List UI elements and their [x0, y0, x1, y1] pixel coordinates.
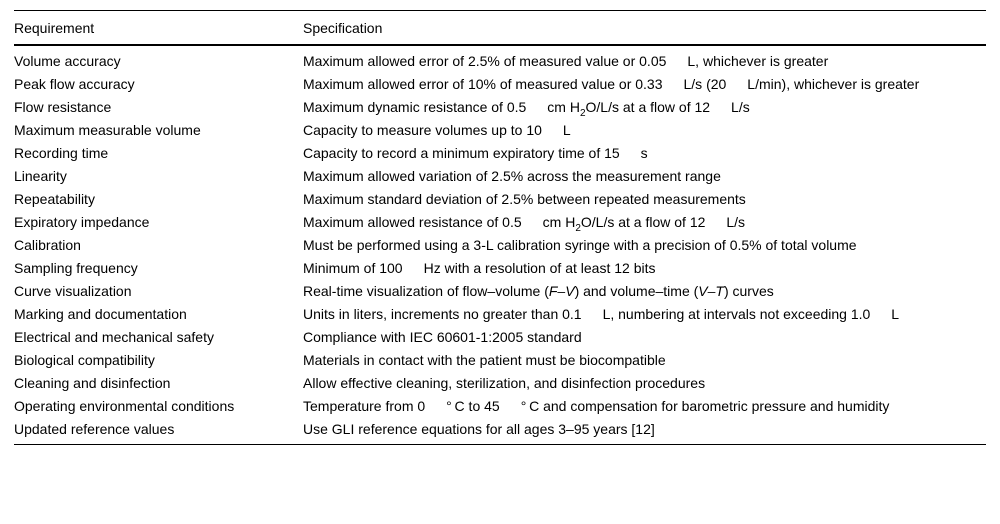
- table-row: Linearity Maximum allowed variation of 2…: [14, 165, 986, 188]
- requirement-cell: Updated reference values: [14, 421, 175, 437]
- table-row: Updated reference values Use GLI referen…: [14, 418, 986, 445]
- requirement-cell: Expiratory impedance: [14, 214, 150, 230]
- requirement-cell: Volume accuracy: [14, 53, 121, 69]
- table-row: Calibration Must be performed using a 3-…: [14, 234, 986, 257]
- column-header-requirement: Requirement: [14, 10, 303, 46]
- requirements-table: Requirement Specification Volume accurac…: [14, 10, 986, 445]
- table-row: Marking and documentation Units in liter…: [14, 303, 986, 326]
- specification-cell: Allow effective cleaning, sterilization,…: [303, 375, 706, 391]
- specification-cell: Minimum of 100 Hz with a resolution of a…: [303, 260, 656, 276]
- header-row: Requirement Specification: [14, 10, 986, 46]
- table-header: Requirement Specification: [14, 10, 986, 46]
- table-row: Peak flow accuracy Maximum allowed error…: [14, 73, 986, 96]
- requirement-cell: Flow resistance: [14, 99, 112, 115]
- requirement-cell: Curve visualization: [14, 283, 132, 299]
- table-row: Flow resistance Maximum dynamic resistan…: [14, 96, 986, 119]
- table-row: Sampling frequency Minimum of 100 Hz wit…: [14, 257, 986, 280]
- requirements-table-container: Requirement Specification Volume accurac…: [14, 10, 986, 445]
- specification-cell: Maximum standard deviation of 2.5% betwe…: [303, 191, 746, 207]
- specification-cell: Maximum allowed resistance of 0.5 cm H2O…: [303, 214, 746, 234]
- table-row: Operating environmental conditions Tempe…: [14, 395, 986, 418]
- requirement-cell: Marking and documentation: [14, 306, 187, 322]
- requirement-cell: Linearity: [14, 168, 67, 184]
- table-row: Electrical and mechanical safety Complia…: [14, 326, 986, 349]
- requirement-cell: Biological compatibility: [14, 352, 155, 368]
- requirement-cell: Calibration: [14, 237, 81, 253]
- specification-cell: Real-time visualization of flow–volume (…: [303, 283, 774, 299]
- table-row: Cleaning and disinfection Allow effectiv…: [14, 372, 986, 395]
- table-row: Recording time Capacity to record a mini…: [14, 142, 986, 165]
- table-row: Expiratory impedance Maximum allowed res…: [14, 211, 986, 234]
- specification-cell: Capacity to record a minimum expiratory …: [303, 145, 648, 161]
- requirement-cell: Peak flow accuracy: [14, 76, 135, 92]
- table-row: Biological compatibility Materials in co…: [14, 349, 986, 372]
- specification-cell: Compliance with IEC 60601-1:2005 standar…: [303, 329, 582, 345]
- table-row: Repeatability Maximum standard deviation…: [14, 188, 986, 211]
- specification-cell: Temperature from 0 ° C to 45 ° C and com…: [303, 398, 890, 414]
- specification-cell: Maximum dynamic resistance of 0.5 cm H2O…: [303, 99, 750, 119]
- column-header-specification: Specification: [303, 10, 986, 46]
- specification-cell: Maximum allowed error of 2.5% of measure…: [303, 53, 829, 69]
- requirement-cell: Electrical and mechanical safety: [14, 329, 214, 345]
- requirement-cell: Operating environmental conditions: [14, 398, 235, 414]
- specification-cell: Capacity to measure volumes up to 10 L: [303, 122, 571, 138]
- table-row: Maximum measurable volume Capacity to me…: [14, 119, 986, 142]
- table-body: Volume accuracy Maximum allowed error of…: [14, 45, 986, 445]
- specification-cell: Must be performed using a 3-L calibratio…: [303, 237, 857, 253]
- specification-cell: Materials in contact with the patient mu…: [303, 352, 666, 368]
- specification-cell: Maximum allowed error of 10% of measured…: [303, 76, 920, 92]
- specification-cell: Use GLI reference equations for all ages…: [303, 421, 655, 437]
- specification-cell: Units in liters, increments no greater t…: [303, 306, 900, 322]
- requirement-cell: Repeatability: [14, 191, 95, 207]
- table-row: Volume accuracy Maximum allowed error of…: [14, 45, 986, 73]
- requirement-cell: Maximum measurable volume: [14, 122, 201, 138]
- table-row: Curve visualization Real-time visualizat…: [14, 280, 986, 303]
- requirement-cell: Sampling frequency: [14, 260, 138, 276]
- specification-cell: Maximum allowed variation of 2.5% across…: [303, 168, 721, 184]
- requirement-cell: Recording time: [14, 145, 109, 161]
- requirement-cell: Cleaning and disinfection: [14, 375, 171, 391]
